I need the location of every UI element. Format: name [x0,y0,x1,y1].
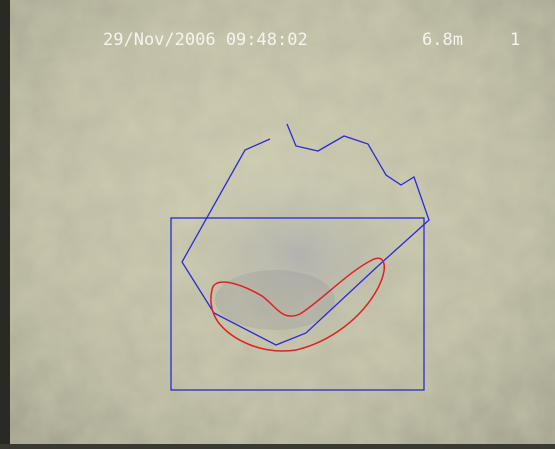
left-edge [0,0,10,449]
bottom-edge [0,444,555,449]
frame-number: 1 [510,30,520,50]
timestamp: 29/Nov/2006 09:48:02 [103,30,308,50]
camera-frame: 29/Nov/2006 09:48:02 6.8m 1 [0,0,555,449]
page: 29/Nov/2006 09:48:02 6.8m 1 (() => { con… [0,0,555,449]
distance: 6.8m [422,30,463,50]
debris-shadow [215,270,335,330]
